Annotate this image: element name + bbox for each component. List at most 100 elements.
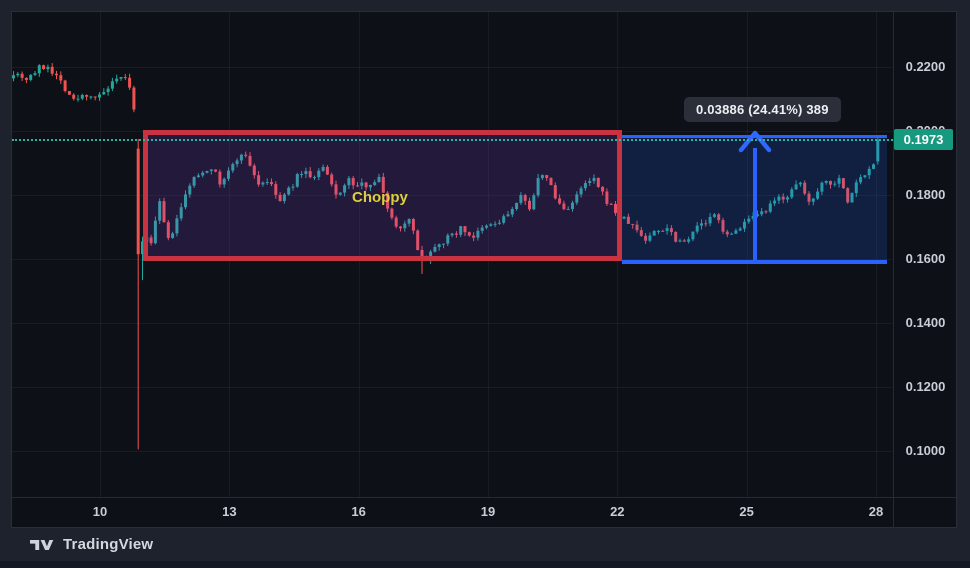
candle-body: [42, 65, 46, 70]
candlestick-series: [12, 63, 880, 450]
candle-body: [403, 223, 407, 229]
candle-body: [110, 81, 114, 89]
candle-body: [467, 232, 471, 236]
price-tick-label: 0.1400: [905, 315, 946, 330]
candle-body: [381, 176, 385, 193]
candle-body: [781, 196, 785, 200]
candle-body: [179, 207, 183, 219]
candle-body: [867, 168, 871, 176]
candle-body: [55, 73, 58, 76]
candle-body: [295, 174, 299, 187]
candle-body: [205, 170, 209, 173]
candle-body: [123, 77, 127, 79]
candle-body: [472, 235, 476, 238]
candle-body: [811, 198, 815, 202]
measurement-tooltip: 0.03886 (24.41%) 389: [684, 97, 841, 122]
price-axis[interactable]: 0.22000.20000.18000.16000.14000.12000.10…: [894, 12, 957, 497]
candle-body: [850, 193, 854, 203]
candle-body: [661, 230, 665, 232]
candle-body: [184, 194, 187, 208]
candle-body: [786, 197, 789, 200]
candle-body: [37, 65, 41, 74]
tradingview-logo-icon: [30, 539, 54, 550]
candle-body: [837, 178, 841, 184]
candle-body: [609, 203, 613, 205]
candle-body: [368, 184, 372, 188]
candle-body: [76, 98, 80, 100]
candle-body: [330, 174, 334, 185]
candle-body: [614, 203, 617, 214]
candle-body: [588, 180, 592, 183]
candle-body: [558, 198, 562, 204]
candle-body: [325, 166, 329, 175]
candle-body: [136, 148, 140, 255]
candle-body: [235, 160, 239, 165]
candle-body: [282, 194, 286, 202]
candle-body: [244, 154, 248, 156]
candle-body: [807, 193, 811, 202]
candle-body: [669, 228, 673, 233]
price-tick-label: 0.1600: [905, 251, 946, 266]
tradingview-logo-link[interactable]: TradingView: [30, 536, 153, 553]
candle-body: [313, 177, 316, 179]
price-tick-label: 0.2200: [905, 59, 946, 74]
candle-body: [652, 230, 656, 236]
candle-body: [648, 235, 652, 241]
candle-body: [755, 214, 759, 216]
candle-body: [377, 176, 381, 183]
candle-body: [300, 174, 304, 176]
candle-body: [639, 230, 643, 236]
candle-body: [166, 222, 170, 238]
candle-body: [433, 246, 437, 252]
candle-body: [222, 178, 226, 185]
candle-body: [29, 74, 33, 80]
candle-body: [605, 191, 609, 204]
candle-body: [725, 231, 729, 235]
candle-body: [476, 230, 480, 238]
candle-body: [682, 240, 686, 242]
candle-body: [132, 87, 136, 110]
candle-body: [196, 175, 200, 178]
choppy-range-rectangle[interactable]: [143, 130, 622, 261]
candle-body: [691, 231, 695, 240]
candle-body: [829, 180, 832, 185]
candle-body: [317, 170, 321, 178]
price-tick-label: 0.1000: [905, 443, 946, 458]
candle-body: [463, 226, 467, 233]
footer-bar: TradingView: [0, 528, 970, 561]
candle-body: [635, 224, 639, 231]
candle-body: [72, 94, 76, 99]
candle-body: [446, 235, 450, 244]
candle-body: [519, 195, 523, 203]
candle-body: [214, 169, 218, 172]
candle-body: [575, 194, 579, 203]
candle-body: [158, 201, 162, 221]
candle-body: [863, 175, 867, 178]
candle-body: [265, 182, 269, 184]
candle-body: [386, 192, 390, 209]
candle-body: [489, 224, 493, 226]
candle-body: [270, 182, 273, 185]
candle-body: [175, 218, 179, 234]
candle-body: [46, 66, 50, 70]
candle-body: [485, 225, 488, 228]
candle-body: [665, 228, 669, 231]
candle-body: [790, 189, 794, 198]
candle-body: [859, 177, 863, 183]
candle-body: [502, 216, 506, 223]
choppy-text-label[interactable]: Choppy: [352, 189, 408, 206]
candle-body: [562, 203, 566, 210]
candle-body: [876, 139, 880, 162]
candle-body: [760, 211, 764, 215]
time-tick-label: 16: [351, 504, 366, 519]
candle-body: [480, 227, 484, 231]
candle-body: [201, 172, 205, 176]
time-axis[interactable]: 10 13 16 19 22 25 28: [12, 498, 956, 527]
candle-body: [794, 184, 798, 190]
candle-body: [252, 165, 256, 176]
candle-body: [442, 243, 445, 245]
candle-body: [257, 175, 261, 185]
candle-body: [334, 184, 338, 195]
candle-body: [704, 223, 708, 225]
